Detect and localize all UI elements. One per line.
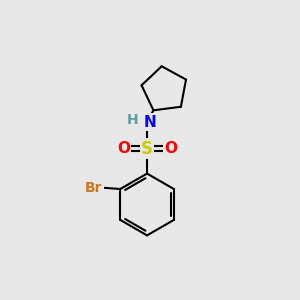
Text: H: H (127, 113, 139, 127)
Text: N: N (144, 115, 156, 130)
Text: S: S (141, 140, 153, 158)
Text: Br: Br (85, 181, 103, 194)
Text: O: O (164, 141, 177, 156)
Text: O: O (117, 141, 130, 156)
